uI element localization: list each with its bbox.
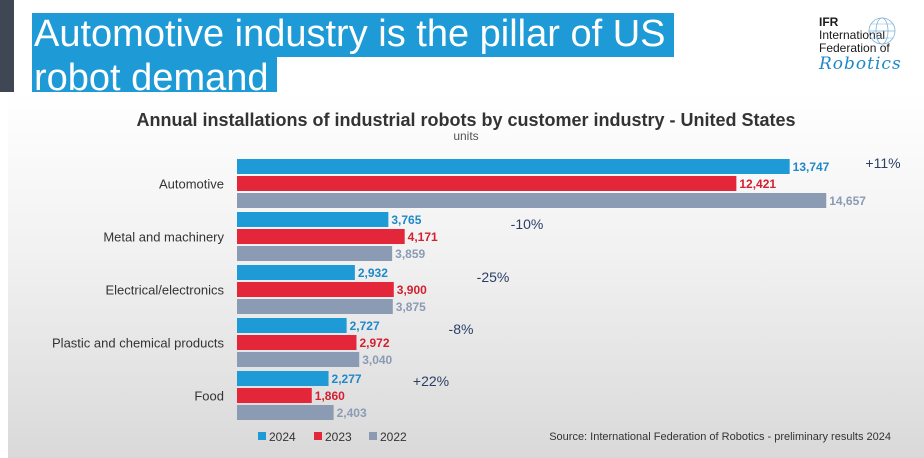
category-label: Automotive [159, 177, 224, 192]
data-label-2022: 3,040 [362, 353, 392, 367]
data-label-2022: 2,403 [337, 406, 367, 420]
data-label-2023: 1,860 [315, 389, 345, 403]
bar-2022 [237, 405, 334, 420]
data-label-2023: 4,171 [408, 230, 438, 244]
left-accent-bar [0, 0, 14, 92]
bar-2023 [237, 282, 394, 297]
data-label-2024: 2,277 [332, 372, 362, 386]
logo-line2: International [819, 28, 886, 42]
chart-source: Source: International Federation of Robo… [549, 431, 891, 443]
logo-abbr: IFR [819, 15, 839, 29]
change-annotation: -25% [477, 269, 510, 285]
page-title-line1: Automotive industry is the pillar of US [32, 13, 674, 57]
data-label-2023: 12,421 [739, 177, 776, 191]
data-label-2024: 2,727 [350, 319, 380, 333]
legend-label-2022: 2022 [380, 430, 407, 444]
data-label-2023: 3,900 [397, 283, 427, 297]
data-label-2023: 2,972 [359, 336, 389, 350]
bar-2022 [237, 193, 827, 208]
logo-line3: Federation of [819, 41, 890, 55]
bar-2024 [237, 159, 790, 174]
data-label-2024: 2,932 [358, 266, 388, 280]
chart-subtitle: units [453, 129, 478, 143]
category-label: Plastic and chemical products [52, 336, 224, 351]
bar-2024 [237, 265, 355, 280]
category-label: Metal and machinery [103, 230, 224, 245]
bar-2023 [237, 229, 405, 244]
ifr-logo: IFR International Federation of Robotics [819, 16, 915, 76]
bar-2022 [237, 246, 393, 261]
legend-swatch-2024 [258, 432, 266, 440]
bar-2023 [237, 388, 312, 403]
bar-2024 [237, 318, 347, 333]
logo-line4: Robotics [819, 54, 902, 74]
bar-2022 [237, 352, 360, 367]
bar-2022 [237, 299, 393, 314]
bar-2024 [237, 371, 329, 386]
change-annotation: -8% [449, 321, 474, 337]
legend-swatch-2023 [314, 432, 322, 440]
legend-label-2023: 2023 [325, 430, 352, 444]
globe-icon [868, 17, 896, 45]
category-label: Food [194, 389, 224, 404]
change-annotation: +11% [865, 155, 900, 171]
data-label-2022: 3,859 [395, 247, 425, 261]
bar-2024 [237, 212, 389, 227]
data-label-2022: 3,875 [396, 300, 426, 314]
bar-2023 [237, 335, 357, 350]
data-label-2024: 13,747 [793, 160, 830, 174]
legend-swatch-2022 [369, 432, 377, 440]
chart-title: Annual installations of industrial robot… [136, 110, 795, 130]
data-label-2024: 3,765 [391, 213, 421, 227]
chart-panel [8, 92, 924, 458]
legend-label-2024: 2024 [269, 430, 296, 444]
change-annotation: +22% [413, 373, 449, 389]
data-label-2022: 14,657 [829, 194, 866, 208]
bar-2023 [237, 176, 737, 191]
category-label: Electrical/electronics [106, 283, 225, 298]
change-annotation: -10% [511, 216, 544, 232]
